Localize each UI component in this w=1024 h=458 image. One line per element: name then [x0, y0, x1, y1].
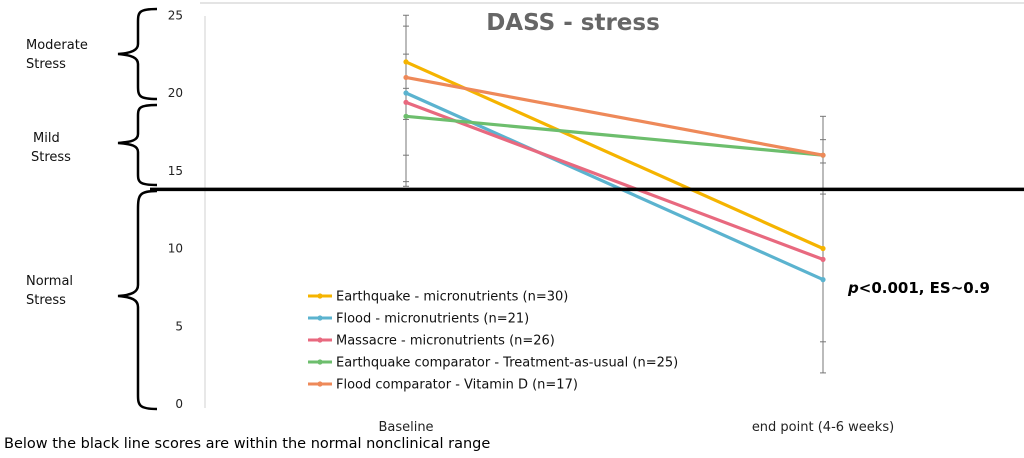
legend-marker [317, 315, 323, 321]
footnote: Below the black line scores are within t… [4, 436, 491, 452]
bracket-label-moderate: Moderate Stress [26, 36, 88, 74]
series-line-path [404, 100, 825, 261]
legend-label: Massacre - micronutrients (n=26) [336, 334, 555, 349]
legend-label: Flood - micronutrients (n=21) [336, 312, 529, 327]
series-lines [403, 59, 826, 283]
y-axis-ticks: 0 5 10 15 20 25 [168, 8, 183, 411]
bracket-label-normal: Normal Stress [26, 272, 73, 310]
series-line-path [404, 75, 825, 157]
bracket-label-line: Stress [31, 150, 71, 165]
legend-marker [317, 293, 323, 299]
series-line-path [404, 114, 825, 157]
y-tick-label: 15 [168, 164, 183, 178]
bracket-label-line: Normal [26, 274, 74, 289]
y-tick-label: 25 [168, 8, 183, 22]
y-tick-label: 0 [175, 397, 183, 411]
legend-entry: Earthquake - micronutrients (n=30) [308, 290, 568, 305]
x-axis-tick-labels: Baseline end point (4-6 weeks) [378, 420, 894, 435]
data-point [403, 90, 409, 96]
legend-entry: Earthquake comparator - Treatment-as-usu… [308, 356, 678, 371]
legend-label: Earthquake comparator - Treatment-as-usu… [336, 356, 678, 371]
bracket-label-line: Stress [26, 293, 66, 308]
data-point [403, 99, 409, 105]
data-point [403, 113, 409, 119]
legend-label: Earthquake - micronutrients (n=30) [336, 290, 568, 305]
annotation-rest: <0.001, ES~0.9 [859, 279, 990, 297]
bracket-label-line: Stress [26, 57, 66, 72]
y-tick-label: 5 [175, 319, 183, 333]
stress-range-braces [117, 7, 158, 411]
series-line [403, 99, 826, 262]
data-point [820, 245, 826, 252]
series-line-path [404, 60, 825, 251]
legend-entry: Massacre - micronutrients (n=26) [308, 334, 555, 349]
legend-entry: Flood comparator - Vitamin D (n=17) [308, 378, 578, 393]
x-tick-label: Baseline [378, 420, 433, 435]
y-tick-label: 20 [168, 86, 183, 100]
legend: Earthquake - micronutrients (n=30) Flood … [308, 290, 678, 393]
series-line [403, 59, 826, 252]
legend-marker [317, 359, 323, 365]
legend-marker [317, 337, 323, 343]
legend-marker [317, 381, 323, 387]
chart-title: DASS - stress [486, 10, 660, 36]
annotation-p: p [847, 279, 859, 297]
bracket-label-line: Mild [33, 131, 60, 146]
data-point [403, 74, 409, 81]
data-point [820, 152, 826, 158]
brace-mild [117, 103, 158, 187]
x-tick-label: end point (4-6 weeks) [752, 420, 894, 435]
data-point [820, 256, 826, 262]
data-point [403, 59, 409, 65]
legend-entry: Flood - micronutrients (n=21) [308, 312, 529, 327]
data-point [820, 277, 826, 283]
legend-label: Flood comparator - Vitamin D (n=17) [336, 378, 578, 393]
brace-moderate [117, 7, 158, 101]
series-line [403, 74, 826, 158]
bracket-label-line: Moderate [26, 38, 88, 53]
brace-normal [117, 189, 158, 411]
series-line [403, 90, 826, 283]
bracket-label-mild: Mild Stress [31, 129, 71, 167]
y-tick-label: 10 [168, 242, 183, 256]
significance-annotation: p<0.001, ES~0.9 [847, 279, 990, 297]
